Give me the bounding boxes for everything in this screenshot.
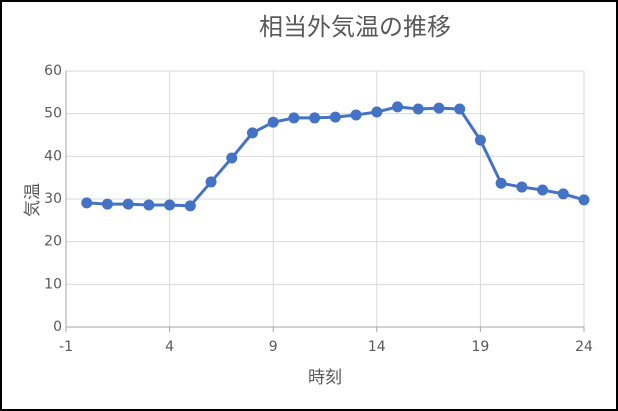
marker — [309, 112, 321, 124]
y-tick-label: 0 — [53, 319, 62, 335]
y-tick-label: 10 — [44, 276, 62, 292]
x-tick-label: 14 — [368, 339, 386, 355]
chart-title: 相当外気温の推移 — [259, 13, 451, 41]
x-tick-label: 24 — [575, 339, 593, 355]
x-tick-label: 4 — [165, 339, 174, 355]
marker — [164, 199, 176, 211]
marker — [557, 188, 569, 200]
marker — [433, 102, 445, 114]
marker — [246, 127, 258, 139]
marker — [329, 111, 341, 123]
y-tick-label: 40 — [44, 148, 62, 164]
marker — [101, 198, 113, 210]
marker — [371, 106, 383, 118]
marker — [454, 103, 466, 115]
y-tick-label: 50 — [44, 106, 62, 122]
marker — [184, 200, 196, 212]
marker — [267, 116, 279, 128]
x-tick-label: -1 — [59, 339, 73, 355]
y-axis-title: 気温 — [23, 183, 43, 217]
marker — [81, 197, 93, 209]
marker — [143, 199, 155, 211]
marker — [537, 184, 549, 196]
y-tick-label: 20 — [44, 234, 62, 250]
marker — [122, 198, 134, 210]
marker — [516, 181, 528, 193]
x-tick-label: 19 — [471, 339, 489, 355]
marker — [205, 176, 217, 188]
x-axis-title: 時刻 — [308, 368, 342, 388]
marker — [392, 101, 404, 113]
marker — [578, 194, 590, 206]
marker — [226, 152, 238, 164]
y-tick-label: 30 — [44, 191, 62, 207]
y-tick-label: 60 — [44, 63, 62, 79]
marker — [412, 103, 424, 115]
marker — [495, 177, 507, 189]
marker — [474, 134, 486, 146]
marker — [350, 109, 362, 121]
x-tick-label: 9 — [269, 339, 278, 355]
marker — [288, 112, 300, 124]
